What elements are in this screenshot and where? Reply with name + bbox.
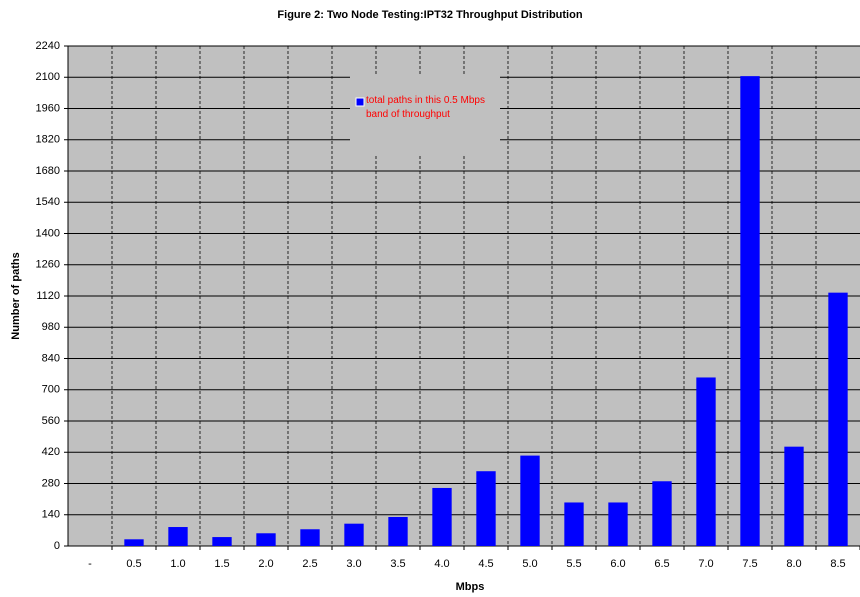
y-tick-label: 280 xyxy=(42,477,60,489)
x-tick-label: 6.0 xyxy=(610,558,625,570)
bar xyxy=(652,481,672,546)
x-tick-label: 0.5 xyxy=(126,558,141,570)
x-tick-label: 5.5 xyxy=(566,558,581,570)
x-tick-label: 8.0 xyxy=(786,558,801,570)
bar xyxy=(344,523,364,546)
x-tick-label: 6.5 xyxy=(654,558,669,570)
bar xyxy=(476,471,496,546)
x-tick-label: 7.0 xyxy=(698,558,713,570)
x-tick-label: 5.0 xyxy=(522,558,537,570)
bar xyxy=(300,529,320,546)
legend-box xyxy=(350,76,500,156)
x-tick-label: 8.5 xyxy=(830,558,845,570)
y-tick-label: 1540 xyxy=(36,196,60,208)
bar xyxy=(740,76,760,547)
bar xyxy=(168,527,188,546)
bar xyxy=(828,292,848,546)
bar xyxy=(388,516,408,546)
y-tick-label: 980 xyxy=(42,321,60,333)
bar xyxy=(212,537,232,546)
y-tick-label: 1120 xyxy=(36,290,60,302)
legend-label: total paths in this 0.5 Mbps band of thr… xyxy=(366,95,485,120)
x-tick-label: 3.5 xyxy=(390,558,405,570)
y-tick-label: 1820 xyxy=(36,134,60,146)
x-tick-label: 4.0 xyxy=(434,558,449,570)
x-tick-label: 1.0 xyxy=(170,558,185,570)
y-tick-label: 1260 xyxy=(36,259,60,271)
x-tick-label: 4.5 xyxy=(478,558,493,570)
bar xyxy=(564,502,584,546)
bar xyxy=(520,455,540,546)
y-tick-label: 2100 xyxy=(36,71,60,83)
y-tick-label: 560 xyxy=(42,415,60,427)
chart-title: Figure 2: Two Node Testing:IPT32 Through… xyxy=(277,9,582,21)
x-tick-label: - xyxy=(88,558,92,570)
y-tick-label: 1960 xyxy=(36,102,60,114)
x-tick-label: 7.5 xyxy=(742,558,757,570)
y-tick-label: 1680 xyxy=(36,165,60,177)
y-tick-label: 1400 xyxy=(36,227,60,239)
y-tick-label: 700 xyxy=(42,384,60,396)
legend-wrap: total paths in this 0.5 Mbps band of thr… xyxy=(366,95,485,120)
bar xyxy=(696,377,716,546)
x-tick-label: 2.0 xyxy=(258,558,273,570)
bar xyxy=(432,487,452,546)
y-axis-title: Number of paths xyxy=(10,252,22,339)
y-tick-label: 840 xyxy=(42,352,60,364)
bar xyxy=(784,446,804,546)
x-tick-label: 2.5 xyxy=(302,558,317,570)
x-tick-label: 1.5 xyxy=(214,558,229,570)
x-tick-label: 3.0 xyxy=(346,558,361,570)
y-tick-label: 140 xyxy=(42,509,60,521)
y-tick-label: 0 xyxy=(54,540,60,552)
legend-swatch xyxy=(355,97,365,107)
y-tick-label: 2240 xyxy=(36,40,60,52)
y-tick-label: 420 xyxy=(42,446,60,458)
bar xyxy=(124,539,144,546)
bar xyxy=(256,533,276,546)
bar xyxy=(608,502,628,546)
x-axis-title: Mbps xyxy=(456,581,485,593)
